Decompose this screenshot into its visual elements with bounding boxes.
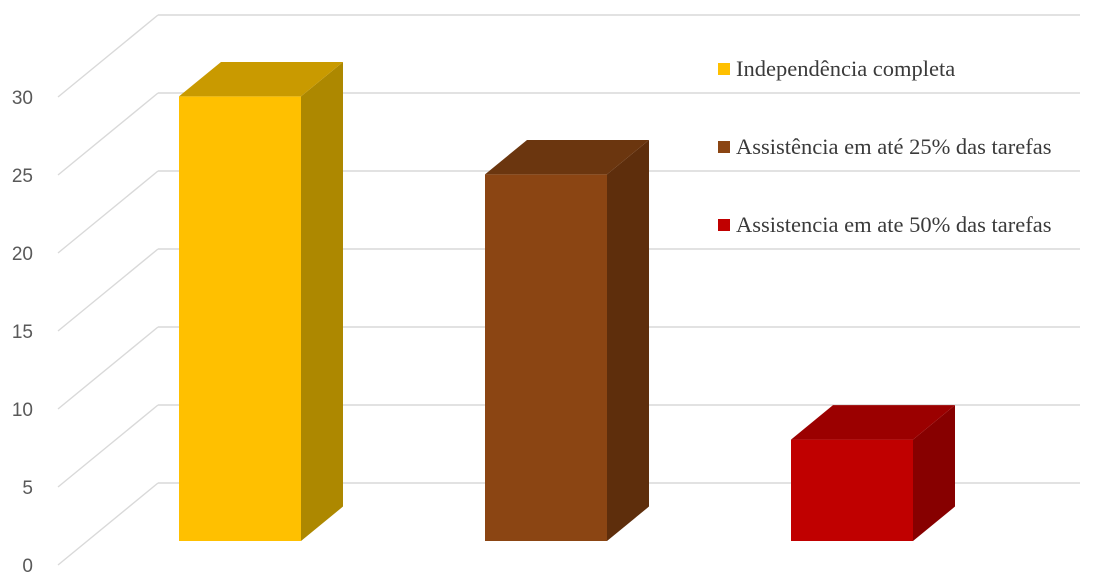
bar-front-face <box>485 174 607 541</box>
legend-swatch <box>718 63 730 75</box>
legend-swatch <box>718 219 730 231</box>
bar-3 <box>791 405 955 541</box>
gridline-diagonal <box>57 248 159 332</box>
legend-label: Assistencia em ate 50% das tarefas <box>736 212 1052 237</box>
legend-item-independencia: Independência completa <box>718 30 1118 108</box>
y-tick-label: 30 <box>12 88 33 109</box>
bar-front-face <box>791 439 913 541</box>
legend: Independência completa Assistência em at… <box>718 30 1118 264</box>
gridline-diagonal <box>57 92 159 176</box>
legend-label: Assistência em até 25% das tarefas <box>736 134 1052 159</box>
bars <box>179 61 955 542</box>
bar-2 <box>485 139 649 541</box>
bar-side-face <box>607 139 649 541</box>
gridline-diagonal <box>57 14 159 98</box>
legend-swatch <box>718 141 730 153</box>
y-tick-label: 0 <box>22 556 33 573</box>
bar-front-face <box>179 96 301 542</box>
bar-side-face <box>913 405 955 541</box>
y-tick-label: 20 <box>12 244 33 265</box>
bar-top-face <box>485 139 649 175</box>
y-axis-ticks: 0 5 10 15 20 25 30 <box>12 88 33 573</box>
bar-1 <box>179 61 343 542</box>
y-tick-label: 15 <box>12 322 33 343</box>
legend-item-assistencia-50: Assistencia em ate 50% das tarefas <box>718 186 1118 264</box>
legend-label: Independência completa <box>736 56 956 81</box>
y-tick-label: 5 <box>22 478 33 499</box>
y-tick-label: 25 <box>12 166 33 187</box>
gridline-diagonal <box>57 404 159 488</box>
bar-top-face <box>791 405 955 440</box>
bar-top-face <box>179 61 343 97</box>
legend-item-assistencia-25: Assistência em até 25% das tarefas <box>718 108 1118 186</box>
bar-side-face <box>301 61 343 542</box>
y-tick-label: 10 <box>12 400 33 421</box>
gridline-diagonal <box>57 482 159 566</box>
gridline-diagonal <box>57 170 159 254</box>
gridline-diagonal <box>57 326 159 410</box>
